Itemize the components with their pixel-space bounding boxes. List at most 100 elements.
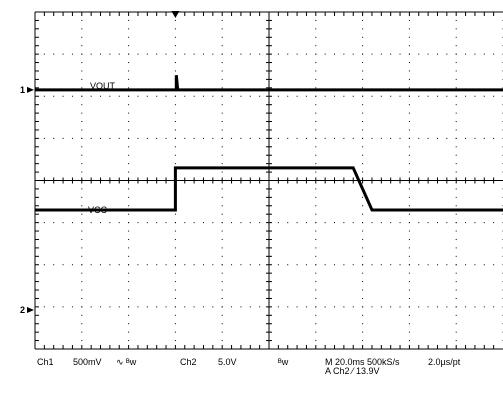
grid-dot (455, 340, 457, 342)
grid-dot (408, 95, 410, 97)
grid-dot (174, 281, 176, 283)
grid-dot (436, 264, 438, 266)
grid-dot (174, 264, 176, 266)
grid-dot (493, 222, 495, 224)
grid-dot (128, 213, 130, 215)
grid-dot (362, 281, 364, 283)
grid-dot (43, 306, 45, 308)
grid-dot (455, 314, 457, 316)
grid-dot (362, 247, 364, 249)
grid-dot (324, 306, 326, 308)
channel-marker-2: 2 (20, 305, 25, 315)
grid-dot (380, 53, 382, 55)
grid-dot (221, 188, 223, 190)
grid-dot (352, 53, 354, 55)
grid-dot (362, 19, 364, 21)
grid-dot (109, 264, 111, 266)
grid-dot (81, 272, 83, 274)
grid-dot (315, 213, 317, 215)
grid-dot (455, 222, 457, 224)
grid-dot (408, 340, 410, 342)
status-ch2: Ch2 (180, 357, 197, 367)
trace-label-vout: VOUT (90, 81, 116, 91)
trace-label-vcc: VCC (88, 205, 108, 215)
grid-dot (465, 137, 467, 139)
grid-dot (62, 95, 64, 97)
grid-dot (305, 137, 307, 139)
grid-dot (81, 87, 83, 89)
grid-dot (399, 137, 401, 139)
grid-dot (408, 297, 410, 299)
grid-dot (305, 264, 307, 266)
grid-dot (408, 70, 410, 72)
grid-dot (81, 137, 83, 139)
grid-dot (315, 146, 317, 148)
grid-dot (315, 297, 317, 299)
grid-dot (315, 306, 317, 308)
grid-dot (277, 53, 279, 55)
grid-dot (362, 289, 364, 291)
grid-dot (315, 264, 317, 266)
grid-dot (128, 163, 130, 165)
grid-dot (53, 53, 55, 55)
grid-dot (128, 222, 130, 224)
grid-dot (128, 297, 130, 299)
grid-dot (81, 36, 83, 38)
grid-dot (109, 306, 111, 308)
grid-dot (296, 222, 298, 224)
grid-dot (315, 205, 317, 207)
grid-dot (408, 222, 410, 224)
grid-dot (90, 264, 92, 266)
grid-dot (137, 53, 139, 55)
grid-dot (362, 196, 364, 198)
grid-dot (128, 45, 130, 47)
grid-dot (408, 171, 410, 173)
grid-dot (324, 95, 326, 97)
grid-dot (315, 171, 317, 173)
grid-dot (315, 45, 317, 47)
grid-dot (315, 188, 317, 190)
grid-dot (455, 28, 457, 30)
grid-dot (296, 95, 298, 97)
grid-dot (156, 222, 158, 224)
grid-dot (408, 314, 410, 316)
grid-dot (315, 137, 317, 139)
grid-dot (315, 289, 317, 291)
grid-dot (231, 222, 233, 224)
grid-dot (324, 53, 326, 55)
grid-dot (165, 53, 167, 55)
grid-dot (455, 163, 457, 165)
grid-dot (408, 213, 410, 215)
grid-dot (259, 95, 261, 97)
grid-dot (221, 62, 223, 64)
grid-dot (221, 340, 223, 342)
grid-dot (408, 205, 410, 207)
grid-dot (296, 306, 298, 308)
grid-dot (315, 230, 317, 232)
grid-dot (174, 28, 176, 30)
grid-dot (81, 45, 83, 47)
grid-dot (455, 213, 457, 215)
status-ch2-scale: 5.0V (218, 357, 237, 367)
grid-dot (81, 289, 83, 291)
grid-dot (109, 95, 111, 97)
status-sample-rate: 2.0µs/pt (428, 357, 461, 367)
grid-dot (128, 137, 130, 139)
grid-dot (465, 53, 467, 55)
grid-dot (165, 306, 167, 308)
grid-dot (436, 222, 438, 224)
grid-dot (212, 95, 214, 97)
grid-dot (305, 306, 307, 308)
grid-dot (174, 163, 176, 165)
grid-dot (240, 53, 242, 55)
grid-dot (474, 306, 476, 308)
grid-dot (315, 28, 317, 30)
grid-dot (408, 331, 410, 333)
grid-dot (81, 121, 83, 123)
grid-dot (334, 222, 336, 224)
grid-dot (408, 62, 410, 64)
grid-dot (362, 230, 364, 232)
grid-dot (371, 306, 373, 308)
grid-dot (380, 95, 382, 97)
grid-dot (408, 121, 410, 123)
